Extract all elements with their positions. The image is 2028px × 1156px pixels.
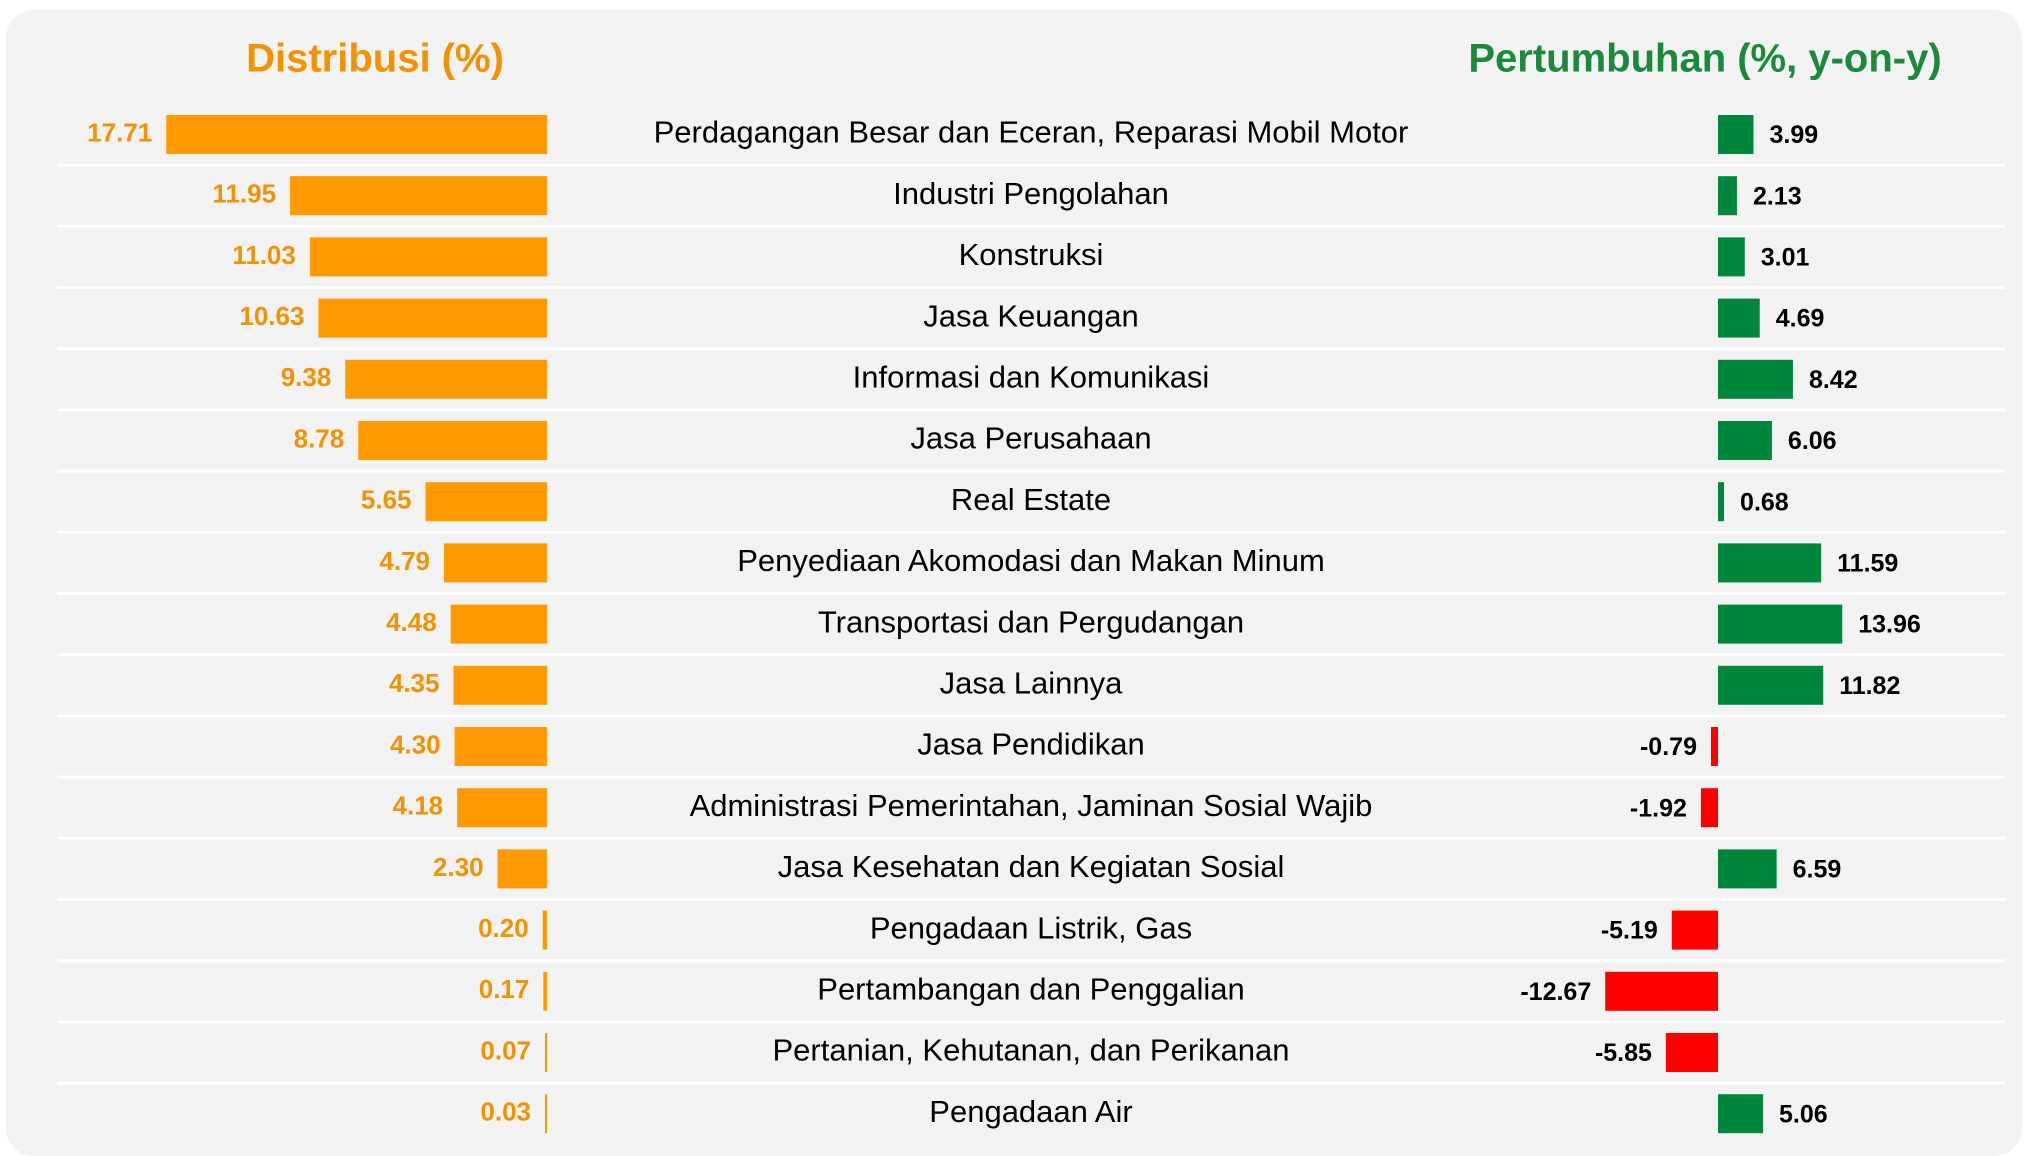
- value-label: 2.13: [1753, 182, 1802, 210]
- value-label: -5.85: [1595, 1039, 1652, 1067]
- bar: [290, 176, 547, 216]
- right-title: Pertumbuhan (%, y-on-y): [1468, 37, 1941, 81]
- bar: [1671, 910, 1718, 950]
- bar: [1605, 971, 1718, 1011]
- bar: [425, 482, 547, 522]
- value-label: 10.63: [239, 301, 304, 331]
- value-label: 0.20: [478, 913, 529, 943]
- bar: [1718, 176, 1737, 216]
- value-label: 4.69: [1776, 305, 1825, 333]
- category-label: Penyediaan Akomodasi dan Makan Minum: [737, 543, 1325, 578]
- value-label: 4.79: [379, 546, 430, 576]
- category-label: Konstruksi: [959, 237, 1104, 272]
- value-label: 11.03: [232, 240, 296, 270]
- bar: [454, 727, 547, 766]
- value-label: 8.42: [1809, 366, 1858, 394]
- value-label: 4.35: [389, 668, 440, 698]
- bar: [1710, 727, 1718, 766]
- value-label: 5.06: [1779, 1100, 1828, 1128]
- bar: [450, 604, 547, 644]
- category-label: Pengadaan Air: [929, 1094, 1132, 1129]
- category-label: Informasi dan Komunikasi: [853, 359, 1210, 394]
- bar: [1718, 298, 1760, 338]
- value-label: 0.07: [480, 1035, 531, 1065]
- category-label: Jasa Kesehatan dan Kegiatan Sosial: [778, 849, 1285, 884]
- value-label: 2.30: [433, 852, 484, 882]
- bar: [1718, 665, 1824, 705]
- left-title: Distribusi (%): [246, 37, 504, 81]
- bar: [543, 971, 547, 1011]
- value-label: 11.82: [1839, 672, 1900, 700]
- value-label: 6.06: [1788, 427, 1837, 455]
- bar: [444, 543, 547, 583]
- category-label: Jasa Pendidikan: [917, 727, 1145, 762]
- value-label: -1.92: [1630, 794, 1687, 822]
- value-label: 5.65: [361, 485, 412, 515]
- category-label: Administrasi Pemerintahan, Jaminan Sosia…: [690, 788, 1373, 823]
- category-label: Jasa Perusahaan: [910, 421, 1151, 456]
- bar: [1665, 1033, 1718, 1072]
- value-label: 4.48: [386, 607, 437, 637]
- value-label: 0.17: [479, 974, 530, 1004]
- value-label: -12.67: [1520, 978, 1591, 1006]
- category-label: Real Estate: [951, 482, 1111, 517]
- bar: [1718, 421, 1772, 460]
- value-label: 6.59: [1793, 856, 1842, 884]
- bar: [1718, 359, 1793, 399]
- value-label: 4.30: [390, 729, 441, 759]
- category-label: Perdagangan Besar dan Eceran, Reparasi M…: [654, 115, 1409, 150]
- value-label: 3.01: [1761, 244, 1810, 272]
- value-label: -0.79: [1640, 733, 1697, 761]
- value-label: 9.38: [281, 362, 332, 392]
- bar: [166, 115, 548, 154]
- bar: [1718, 604, 1843, 644]
- value-label: 17.71: [87, 117, 152, 147]
- category-label: Industri Pengolahan: [893, 176, 1169, 211]
- bar: [457, 788, 547, 828]
- value-label: 11.95: [212, 179, 276, 209]
- bar: [1700, 788, 1718, 828]
- bar: [497, 849, 547, 889]
- bar: [1718, 115, 1754, 154]
- bar: [545, 1033, 547, 1072]
- category-label: Pertambangan dan Penggalian: [817, 971, 1244, 1006]
- value-label: 0.68: [1740, 488, 1789, 516]
- bar: [453, 665, 547, 705]
- bar: [1718, 1094, 1764, 1134]
- bar: [1718, 482, 1725, 522]
- value-label: 4.18: [393, 791, 444, 821]
- bar: [309, 237, 547, 277]
- category-label: Jasa Keuangan: [923, 298, 1138, 333]
- bar: [358, 421, 547, 460]
- value-label: 11.59: [1837, 550, 1898, 578]
- bar: [545, 1094, 547, 1134]
- bar: [542, 910, 547, 950]
- bar: [1718, 543, 1822, 583]
- category-label: Jasa Lainnya: [940, 665, 1123, 700]
- bar: [318, 298, 547, 338]
- bar: [1718, 849, 1777, 889]
- value-label: -5.19: [1601, 917, 1658, 945]
- category-label: Pertanian, Kehutanan, dan Perikanan: [772, 1033, 1289, 1068]
- value-label: 8.78: [294, 423, 345, 453]
- value-label: 0.03: [480, 1097, 531, 1127]
- category-label: Transportasi dan Pergudangan: [818, 604, 1244, 639]
- bar: [345, 359, 547, 399]
- category-label: Pengadaan Listrik, Gas: [870, 910, 1192, 945]
- value-label: 3.99: [1770, 121, 1819, 149]
- bar: [1718, 237, 1745, 277]
- value-label: 13.96: [1858, 611, 1921, 639]
